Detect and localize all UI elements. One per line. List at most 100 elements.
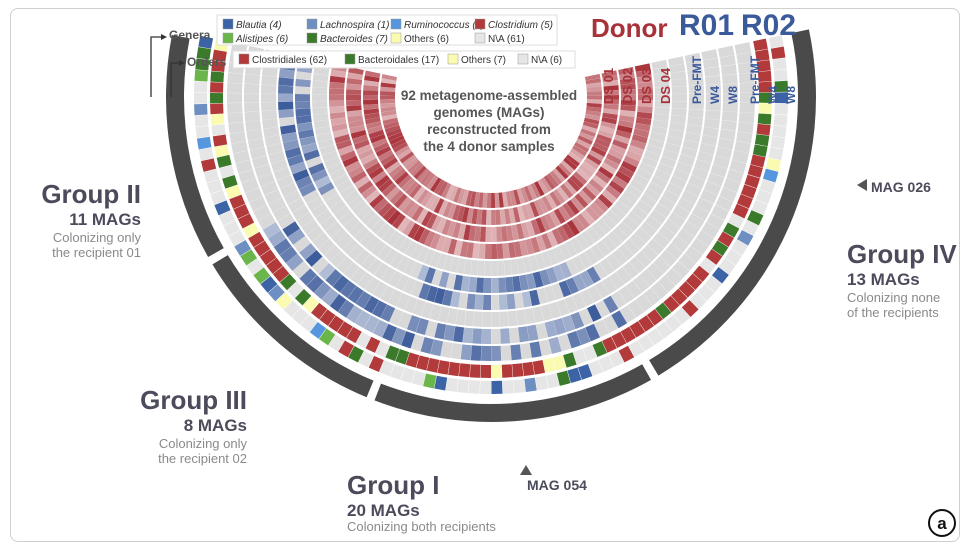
genus-cell [762, 168, 779, 183]
genus-cell [697, 284, 715, 301]
ring-cell [548, 336, 562, 354]
ring-cell [363, 95, 379, 100]
ring-cell [574, 141, 590, 153]
mag054-text: MAG 054 [527, 477, 587, 493]
ring-cell [491, 328, 501, 344]
ring-cell [330, 69, 347, 78]
ring-cell [702, 57, 719, 69]
ring-cell [425, 320, 438, 338]
ring-cell [628, 144, 645, 156]
ring-cell [395, 274, 410, 291]
genus-cell [246, 258, 264, 275]
ring-cell [312, 100, 328, 108]
ring-cell [410, 163, 424, 177]
ring-cell [380, 82, 396, 89]
ring-cell [638, 162, 656, 175]
ring-cell [572, 274, 587, 291]
genus-cell [194, 69, 209, 82]
genus-cell [647, 328, 664, 346]
order-cell [302, 296, 320, 313]
ring-cell [726, 169, 744, 183]
ring-cell [434, 287, 446, 305]
ring-cell [634, 227, 652, 244]
ring-cell [499, 209, 506, 225]
genus-cell [479, 380, 491, 394]
ring-cell [299, 182, 317, 197]
ring-cell [461, 206, 470, 223]
ring-cell [739, 92, 755, 103]
order-cell [210, 92, 224, 104]
ring-cell [329, 111, 346, 120]
ring-cell [603, 157, 620, 170]
ring-cell [654, 202, 671, 218]
genus-label: N\A (61) [488, 34, 525, 45]
ring-cell [626, 184, 643, 199]
ring-cell [485, 226, 491, 242]
ring-cell [599, 125, 615, 134]
ring-cell [659, 156, 677, 168]
ring-cell [551, 228, 564, 245]
ring-cell [643, 187, 661, 202]
ring-cell [619, 305, 636, 324]
ring-cell [635, 294, 653, 312]
ring-cell [461, 189, 469, 206]
ring-cell [407, 160, 422, 174]
ring-cell [353, 139, 370, 150]
order-cell [437, 360, 450, 375]
ring-cell [466, 293, 476, 310]
order-cell [355, 331, 371, 349]
ring-cell [299, 135, 316, 147]
genus-swatch [306, 32, 318, 44]
ring-cell [278, 109, 294, 119]
order-cell [755, 49, 770, 62]
ring-cell [575, 234, 590, 251]
ring-cell [453, 274, 464, 291]
ring-cell [637, 100, 653, 107]
ring-cell [376, 222, 391, 239]
group-III-desc-2: the recipient 02 [158, 451, 247, 466]
order-cell [211, 124, 226, 136]
genus-cell [755, 189, 772, 205]
ring-cell [633, 274, 650, 293]
ring-cell [579, 289, 595, 307]
ring-cell [601, 70, 618, 78]
ring-cell [314, 175, 332, 189]
ring-cell [545, 193, 558, 210]
ring-cell [346, 100, 362, 106]
order-cell [319, 309, 336, 326]
ring-cell [381, 114, 398, 121]
ring-cell [384, 124, 401, 134]
ring-cell [361, 209, 377, 226]
ring-cell [477, 260, 485, 276]
ring-cell [363, 99, 379, 105]
ring-cell [565, 277, 579, 295]
ring-cell [629, 256, 646, 274]
ring-cell [688, 93, 704, 102]
ring-cell [681, 190, 699, 205]
ring-cell [600, 121, 617, 130]
genus-cell [193, 92, 208, 104]
ring-cell [466, 242, 474, 258]
ring-cell [480, 345, 491, 361]
ring-cell [429, 233, 441, 250]
ring-cell [700, 189, 718, 204]
panel-label: a [928, 509, 956, 537]
ring-cell [371, 218, 386, 235]
order-cell [210, 113, 225, 126]
order-cell [740, 184, 757, 199]
ring-cell [516, 223, 525, 240]
ring-cell [431, 215, 442, 232]
ring-cell [549, 191, 562, 207]
ring-cell [460, 344, 472, 361]
order-cell [646, 309, 663, 326]
ring-cell [570, 196, 585, 212]
ring-cell [600, 162, 617, 175]
ring-cell [481, 328, 491, 344]
ring-cell [332, 173, 350, 187]
ring-cell [527, 184, 537, 200]
order-cell [611, 331, 627, 349]
ring-cell [535, 322, 548, 340]
ring-cell [525, 220, 536, 237]
group-III-label: Group III 8 MAGs Colonizing only the rec… [140, 385, 247, 466]
order-cell [732, 203, 749, 219]
